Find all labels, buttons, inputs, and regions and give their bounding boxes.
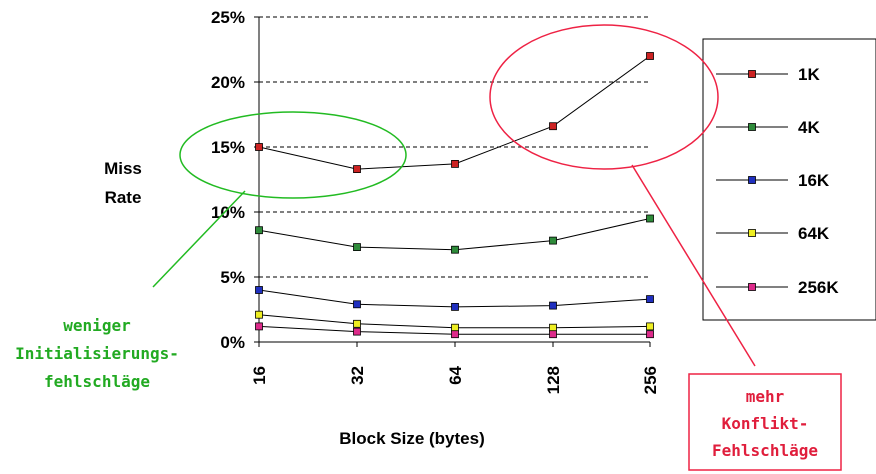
legend-marker xyxy=(748,229,756,237)
data-point xyxy=(646,322,654,331)
legend: 1K 4K 16K 64K 256K xyxy=(716,65,839,297)
data-point xyxy=(549,122,557,131)
green-pointer xyxy=(152,190,246,288)
y-tick-label: 10% xyxy=(211,203,245,222)
data-point xyxy=(353,165,361,174)
legend-item-1k: 1K xyxy=(716,65,820,84)
legend-label: 4K xyxy=(798,118,820,137)
data-point xyxy=(255,310,263,319)
annotation-red-line-3: Fehlschläge xyxy=(712,441,818,460)
series-group xyxy=(255,52,654,339)
legend-label: 16K xyxy=(798,171,830,190)
series-4k xyxy=(255,214,654,254)
series-64k xyxy=(255,310,654,332)
x-tick-label: 128 xyxy=(544,366,563,394)
annotation-fewer-init-misses: weniger Initialisierungs- fehlschläge xyxy=(15,111,407,391)
data-point xyxy=(646,214,654,223)
annotation-red-line-2: Konflikt- xyxy=(722,414,809,433)
data-point xyxy=(451,302,459,311)
legend-marker xyxy=(748,283,756,291)
red-annotation-box xyxy=(688,373,842,471)
data-point xyxy=(451,323,459,332)
legend-item-4k: 4K xyxy=(716,118,820,137)
data-point xyxy=(255,143,263,151)
legend-item-16k: 16K xyxy=(716,171,830,190)
y-tick-label: 15% xyxy=(211,138,245,157)
legend-label: 256K xyxy=(798,278,839,297)
x-tick-label: 64 xyxy=(446,365,465,384)
axes xyxy=(258,17,650,343)
annotation-more-conflict-misses: mehr Konflikt- Fehlschläge xyxy=(489,24,842,471)
data-point xyxy=(549,330,557,339)
data-point xyxy=(549,301,557,310)
series-256k xyxy=(255,322,654,339)
data-point xyxy=(646,330,654,339)
x-tick-label: 256 xyxy=(641,366,660,394)
data-point xyxy=(451,330,459,339)
annotation-green-line-2: Initialisierungs- xyxy=(15,344,179,363)
data-point xyxy=(451,245,459,254)
annotation-green-line-1: weniger xyxy=(63,316,130,335)
green-ellipse xyxy=(179,111,407,199)
data-point xyxy=(353,327,361,336)
x-tick-label: 16 xyxy=(250,366,269,385)
grid-lines xyxy=(259,16,650,278)
series-16k xyxy=(255,286,654,311)
y-tick-label: 5% xyxy=(220,268,245,287)
legend-marker xyxy=(748,70,756,78)
series-1k xyxy=(255,52,654,174)
data-point xyxy=(353,243,361,252)
y-tick-label: 25% xyxy=(211,8,245,27)
data-point xyxy=(549,236,557,245)
red-pointer xyxy=(631,164,756,367)
x-tick-label: 32 xyxy=(348,366,367,385)
legend-item-256k: 256K xyxy=(716,278,839,297)
y-axis-title-line-1: Miss xyxy=(104,159,142,178)
data-point xyxy=(549,323,557,332)
data-point xyxy=(451,159,459,168)
data-point xyxy=(646,52,654,60)
x-tick-labels: 16 32 64 128 256 xyxy=(250,342,660,394)
legend-marker xyxy=(748,176,756,184)
y-tick-label: 0% xyxy=(220,333,245,352)
legend-marker xyxy=(748,123,756,131)
data-point xyxy=(353,300,361,309)
data-point xyxy=(255,226,263,235)
annotation-red-line-1: mehr xyxy=(746,387,785,406)
red-ellipse xyxy=(489,24,719,170)
annotation-green-line-3: fehlschläge xyxy=(44,372,150,391)
data-point xyxy=(353,319,361,328)
legend-item-64k: 64K xyxy=(716,224,830,243)
y-tick-label: 20% xyxy=(211,73,245,92)
data-point xyxy=(255,286,263,294)
data-point xyxy=(646,295,654,304)
y-axis-title-line-2: Rate xyxy=(105,188,142,207)
legend-label: 1K xyxy=(798,65,820,84)
x-axis-title: Block Size (bytes) xyxy=(339,429,485,448)
series-line xyxy=(258,218,651,251)
y-tick-labels: 0% 5% 10% 15% 20% 25% xyxy=(211,8,259,352)
data-point xyxy=(255,322,263,331)
legend-label: 64K xyxy=(798,224,830,243)
